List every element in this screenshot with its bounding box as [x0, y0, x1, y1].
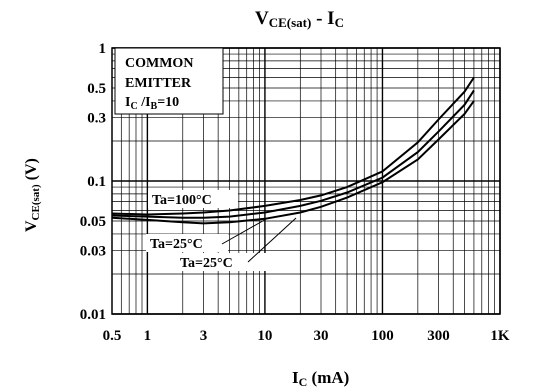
leader-line-a — [221, 217, 269, 245]
x-tick-label: 30 — [314, 328, 329, 344]
y-tick-label: 0.03 — [80, 244, 106, 260]
y-tick-label: 0.5 — [87, 81, 106, 97]
series-line-1 — [111, 89, 475, 219]
y-tick-label: 0.3 — [87, 111, 106, 127]
y-tick-label: 0.01 — [80, 307, 106, 323]
legend-line-2: EMITTER — [125, 76, 192, 91]
chart-title: VCE(sat) - IC — [255, 8, 344, 30]
x-tick-label: 0.5 — [103, 328, 122, 344]
x-tick-label: 300 — [427, 328, 450, 344]
leader-line-b — [247, 217, 297, 263]
curves — [111, 76, 475, 225]
x-tick-labels: 0.5 1 3 10 30 100 300 1K — [103, 328, 510, 344]
y-tick-label: 1 — [99, 41, 107, 57]
curve-label-ta25-a: Ta=25°C — [150, 237, 203, 252]
plot-frame — [111, 47, 501, 315]
curve-label-ta25-b: Ta=25°C — [180, 256, 233, 271]
y-axis-label: VCE(sat) (V) — [23, 158, 42, 232]
x-tick-label: 3 — [200, 328, 208, 344]
legend-line-1: COMMON — [125, 56, 193, 71]
curve-labels: Ta=100°C Ta=25°C Ta=25°C — [146, 190, 297, 271]
x-tick-label: 1 — [144, 328, 152, 344]
x-axis-label: IC (mA) — [292, 368, 349, 389]
legend-box: COMMON EMITTER IC /IB=10 — [114, 47, 224, 115]
y-tick-label: 0.05 — [80, 214, 106, 230]
legend-condition: IC /IB=10 — [125, 95, 179, 112]
series-line-2 — [111, 100, 475, 225]
x-tick-label: 100 — [371, 328, 394, 344]
y-tick-labels: 0.01 0.03 0.05 0.1 0.3 0.5 1 — [80, 41, 106, 323]
series-line-0 — [111, 76, 475, 216]
y-tick-label: 0.1 — [87, 174, 106, 190]
x-tick-label: 1K — [490, 328, 510, 344]
x-tick-label: 10 — [257, 328, 272, 344]
curve-label-ta100: Ta=100°C — [152, 193, 212, 208]
